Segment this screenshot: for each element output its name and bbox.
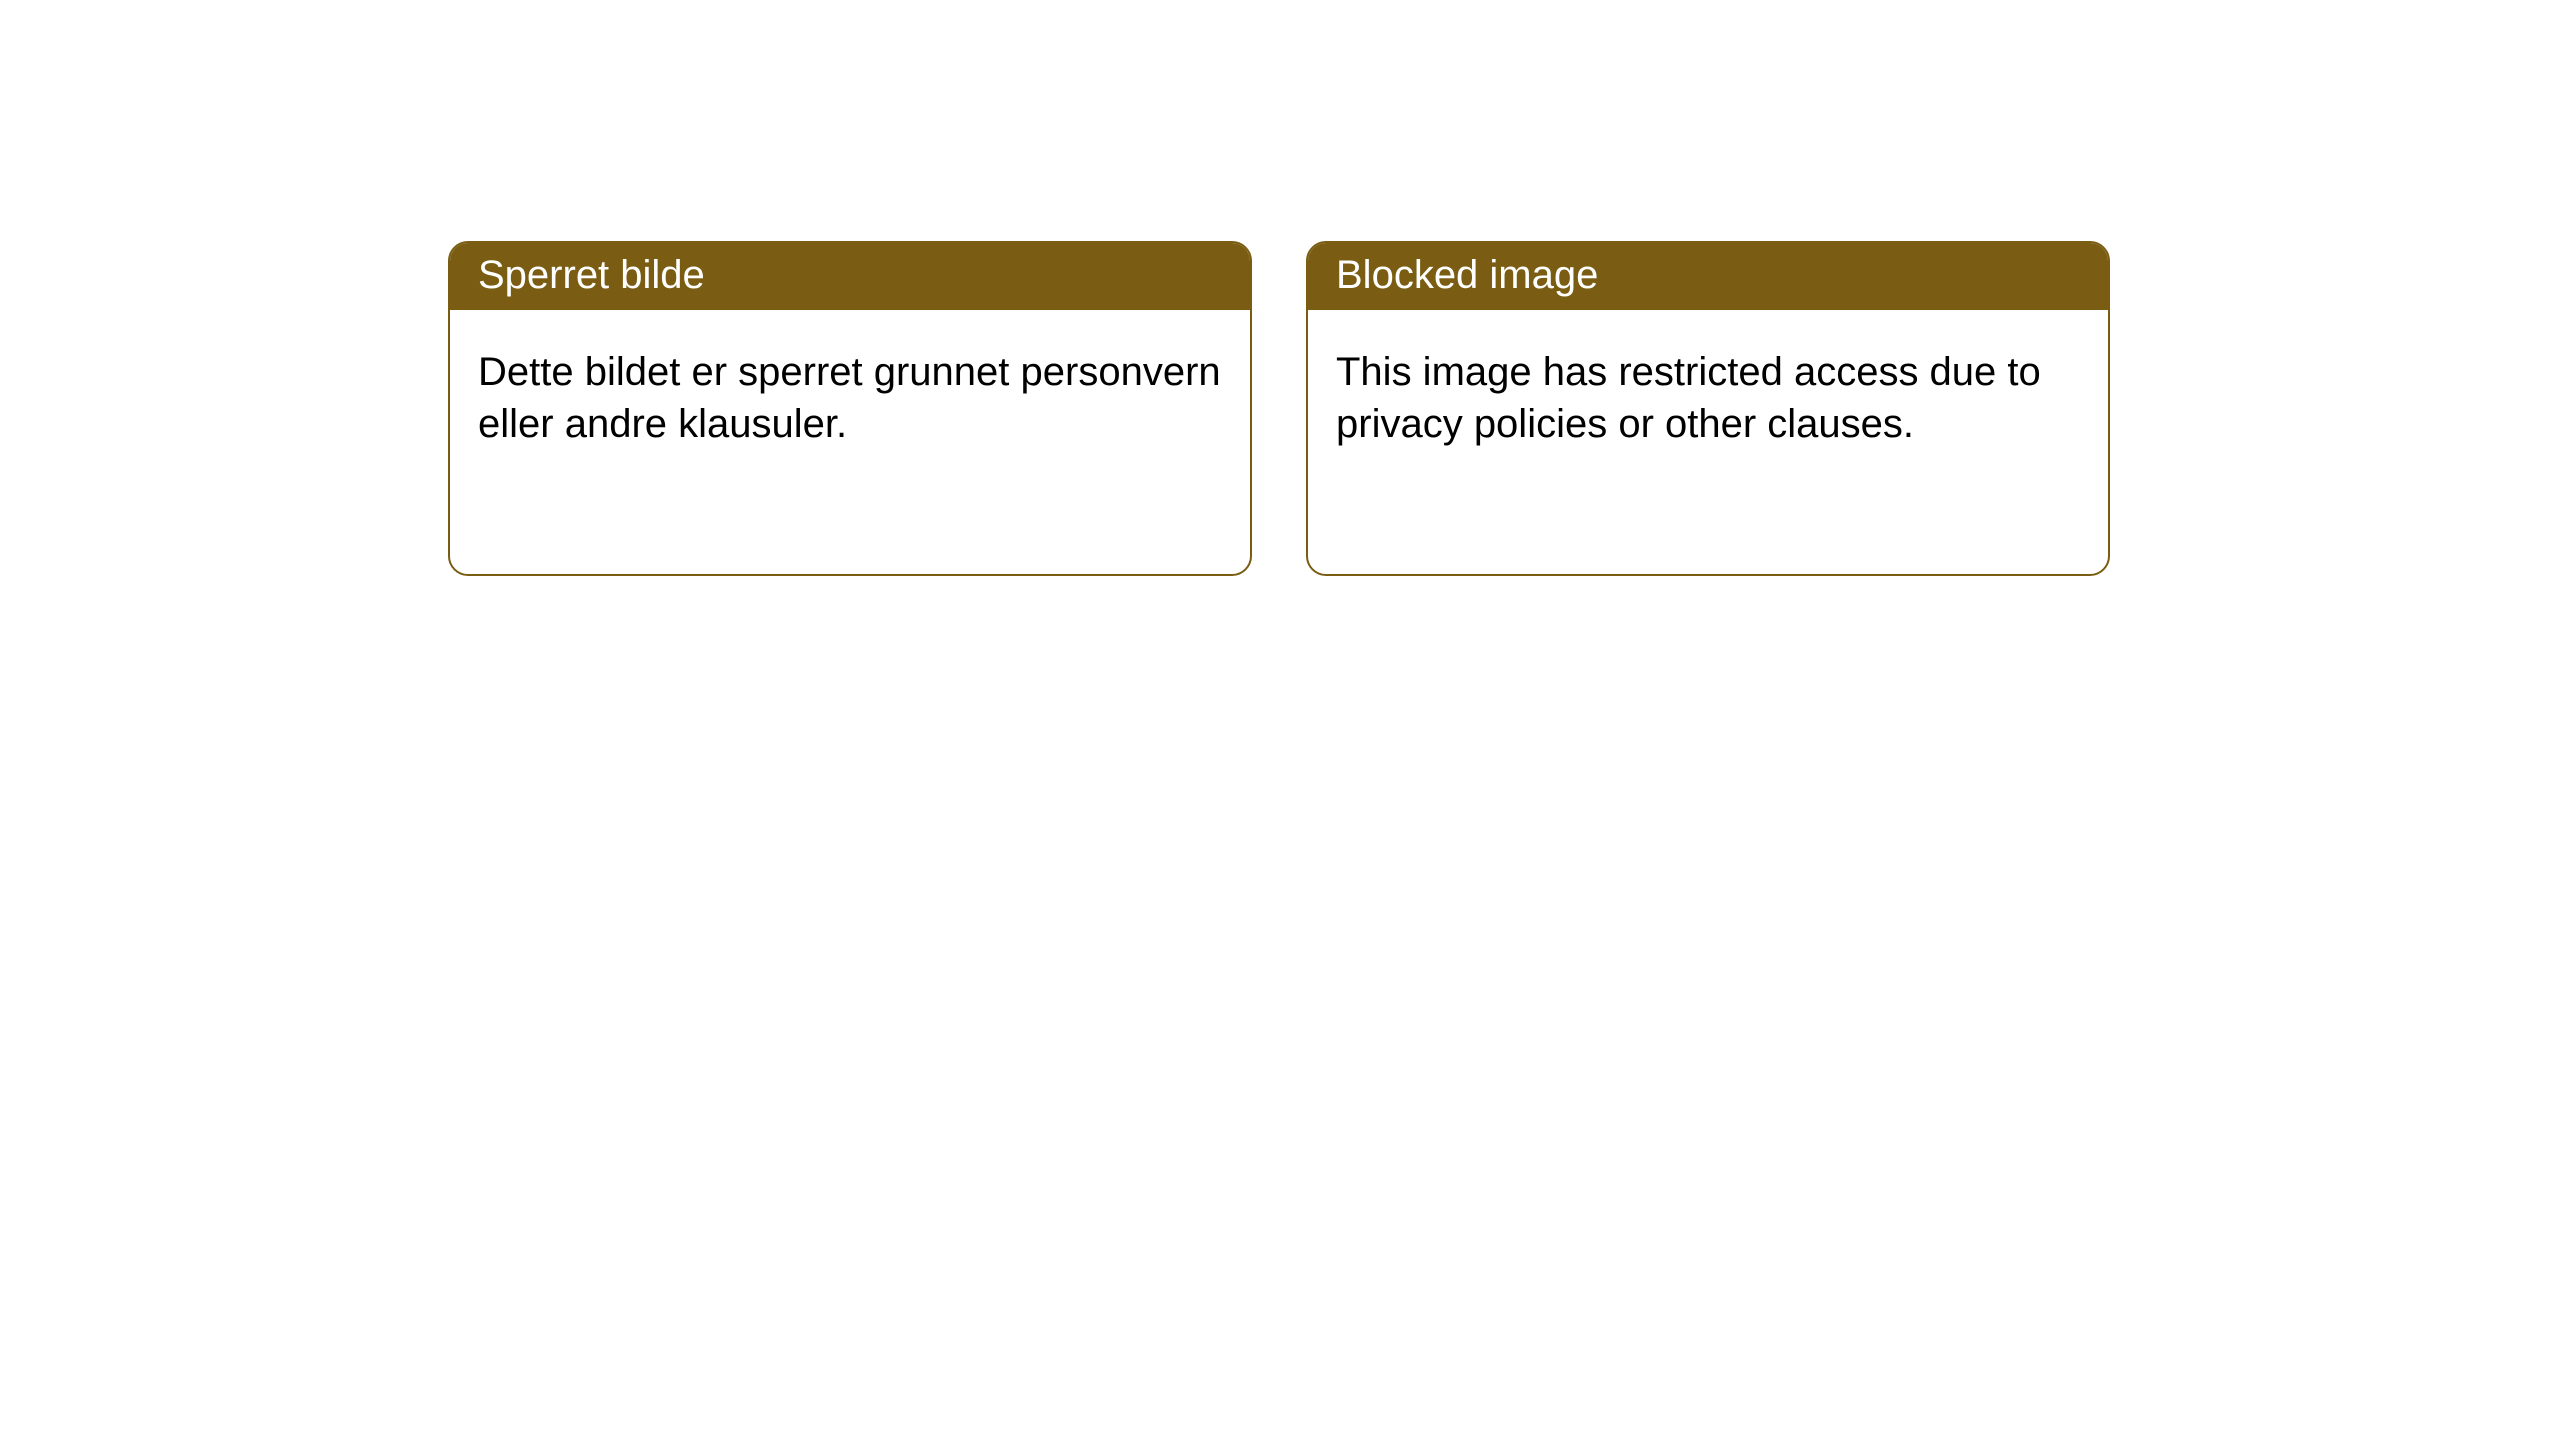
notice-card-header: Sperret bilde	[450, 243, 1250, 310]
notice-title: Sperret bilde	[478, 253, 705, 297]
notice-card-english: Blocked image This image has restricted …	[1306, 241, 2110, 576]
notice-card-header: Blocked image	[1308, 243, 2108, 310]
notice-card-norwegian: Sperret bilde Dette bildet er sperret gr…	[448, 241, 1252, 576]
notice-card-body: Dette bildet er sperret grunnet personve…	[450, 310, 1250, 478]
notice-body-text: This image has restricted access due to …	[1336, 350, 2041, 446]
notice-card-body: This image has restricted access due to …	[1308, 310, 2108, 478]
notice-container: Sperret bilde Dette bildet er sperret gr…	[0, 0, 2560, 576]
notice-body-text: Dette bildet er sperret grunnet personve…	[478, 350, 1221, 446]
notice-title: Blocked image	[1336, 253, 1598, 297]
